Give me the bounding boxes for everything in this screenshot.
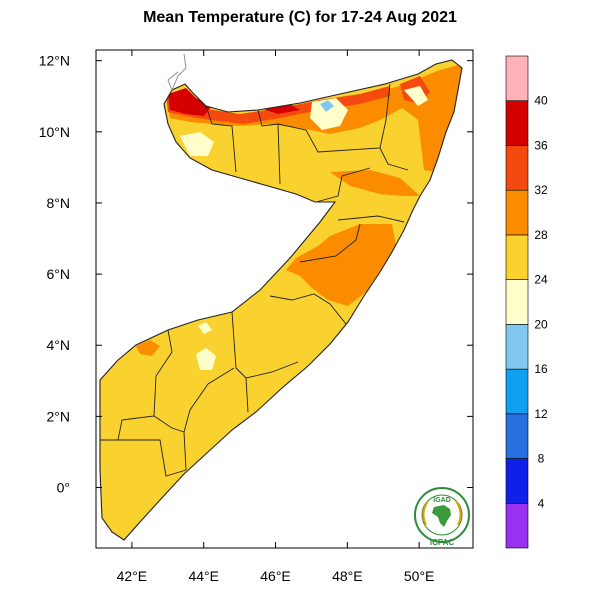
temperature-colorbar: 4 8 12 16 20 24 28 32 36 40 <box>505 55 548 549</box>
temp-zone-24-28-highland <box>310 98 348 130</box>
colorbar-bin <box>505 324 529 370</box>
ethiopia-border <box>167 71 179 91</box>
temp-zone-24-28-east <box>404 86 428 106</box>
logo-bottom-text: ICPAC <box>430 538 455 547</box>
djibouti-border <box>171 53 187 91</box>
colorbar-label: 16 <box>534 362 548 376</box>
temp-zone-24-28-south-1 <box>196 348 216 370</box>
colorbar-bin <box>505 234 529 280</box>
colorbar-bin <box>505 458 529 504</box>
icpac-logo: IGAD ICPAC <box>414 487 470 547</box>
lat-tick-label: 4°N <box>47 337 71 353</box>
lat-tick-label: 0° <box>57 480 70 496</box>
temp-zone-28-32-central <box>330 170 420 196</box>
lon-tick-label: 44°E <box>188 568 219 584</box>
temp-zone-24-28-south-2 <box>198 322 212 334</box>
colorbar-label: 8 <box>538 452 545 466</box>
lat-tick-label: 8°N <box>47 195 71 211</box>
temp-zone-36-40-coast <box>260 104 300 114</box>
colorbar-label: 24 <box>534 273 548 287</box>
somalia-landmass <box>100 60 462 540</box>
colorbar-label: 32 <box>534 183 548 197</box>
temp-zone-28-32-haud <box>286 224 396 306</box>
temp-zone-28-32-southwest <box>136 340 160 356</box>
wheat-right-icon <box>455 500 462 526</box>
lon-tick-label: 50°E <box>404 568 435 584</box>
colorbar-label: 28 <box>534 228 548 242</box>
lon-tick-label: 46°E <box>260 568 291 584</box>
colorbar-bin <box>505 413 529 459</box>
region-boundaries <box>100 83 409 477</box>
wheat-left-icon <box>422 500 429 526</box>
lat-tick-label: 2°N <box>47 408 71 424</box>
plot-frame <box>95 49 474 549</box>
colorbar-label: 36 <box>534 138 548 152</box>
colorbar-label: 12 <box>534 407 548 421</box>
lat-tick-label: 6°N <box>47 266 71 282</box>
colorbar-bin <box>505 55 529 102</box>
colorbar-label: 4 <box>538 496 545 510</box>
colorbar-bin <box>505 100 529 146</box>
map-title: Mean Temperature (C) for 17-24 Aug 2021 <box>143 9 457 26</box>
lon-tick-label: 48°E <box>332 568 363 584</box>
colorbar-bin <box>505 502 529 549</box>
temp-zone-20-24 <box>320 100 334 112</box>
lat-tick-label: 12°N <box>39 53 70 69</box>
colorbar-bin <box>505 189 529 236</box>
longitude-axis: 42°E 44°E 46°E 48°E 50°E <box>117 50 435 584</box>
latitude-axis: 12°N 10°N 8°N 6°N 4°N 2°N 0° <box>39 53 473 496</box>
lat-tick-label: 10°N <box>39 124 70 140</box>
colorbar-bin <box>505 145 529 191</box>
africa-icon <box>432 505 451 527</box>
temp-zone-36-40-northwest <box>168 88 212 116</box>
colorbar-bin <box>505 279 529 325</box>
lon-tick-label: 42°E <box>117 568 148 584</box>
temp-zone-32-36-coast <box>166 86 390 124</box>
somalia-temperature-field <box>99 53 463 541</box>
colorbar-label: 20 <box>534 317 548 331</box>
colorbar-bin <box>505 368 529 415</box>
colorbar-label: 40 <box>534 94 548 108</box>
temp-zone-24-28-west <box>180 132 214 156</box>
coastline <box>99 59 463 541</box>
logo-top-text: IGAD <box>433 497 451 504</box>
